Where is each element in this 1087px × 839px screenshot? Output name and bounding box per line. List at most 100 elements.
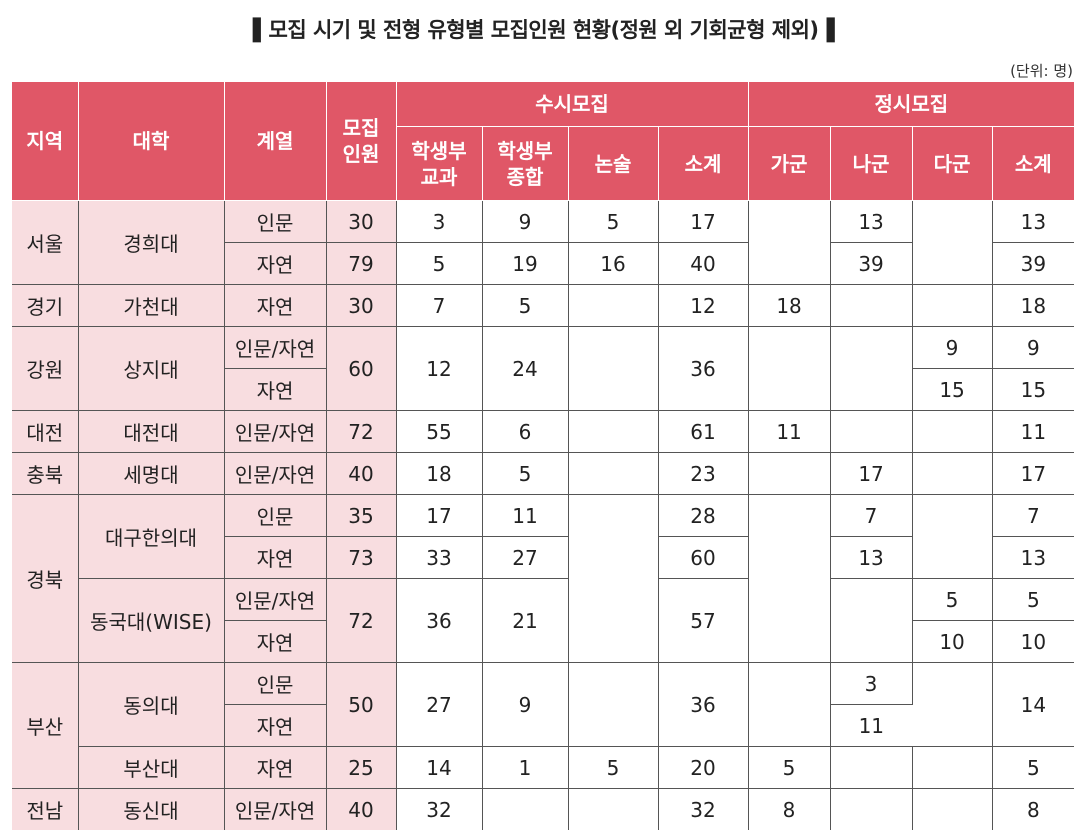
- value-cell: 3: [830, 662, 913, 705]
- value-cell: [568, 326, 659, 411]
- header-track: 계열: [224, 82, 327, 201]
- value-cell: 39: [992, 242, 1075, 285]
- value-cell: 5: [748, 746, 831, 789]
- value-cell: 9: [482, 662, 569, 747]
- table-row: 대전 대전대 인문/자연 72 55 6 61 11 11: [12, 410, 1075, 453]
- value-cell: 5: [396, 242, 483, 285]
- table-row: 자연 10 10: [12, 620, 1075, 663]
- value-cell: 9: [992, 326, 1075, 369]
- value-cell: [830, 746, 913, 789]
- value-cell: [912, 788, 993, 830]
- header-region: 지역: [12, 82, 79, 201]
- quota-cell: 30: [326, 284, 397, 327]
- header-susi-subtotal: 소계: [658, 126, 749, 201]
- value-cell: [568, 452, 659, 495]
- table-row: 자연 11: [12, 704, 1074, 747]
- value-cell: 14: [992, 662, 1075, 747]
- value-cell: 61: [658, 410, 749, 453]
- track-cell: 인문/자연: [224, 578, 327, 621]
- value-cell: 17: [396, 494, 483, 537]
- value-cell: 23: [658, 452, 749, 495]
- table-row: 자연 73 33 27 60 13 13: [12, 536, 1075, 579]
- value-cell: [568, 410, 659, 453]
- value-cell: 28: [658, 494, 749, 537]
- value-cell: 8: [1026, 797, 1040, 822]
- value-cell: 5: [992, 578, 1075, 621]
- track-cell: 자연: [224, 704, 327, 747]
- track-cell: 자연: [224, 368, 327, 411]
- track-cell: 자연: [224, 620, 327, 663]
- track-cell: 인문/자연: [224, 410, 327, 453]
- value-cell: [568, 788, 659, 830]
- value-cell: 5: [568, 746, 659, 789]
- unit-label: (단위: 명): [1010, 62, 1073, 80]
- value-cell: 13: [830, 200, 913, 243]
- quota-cell: 30: [326, 200, 397, 243]
- table-row: 자연 79 5 19 16 40 39 39: [12, 242, 1075, 285]
- value-cell: 10: [912, 620, 993, 663]
- region-cell: 대전: [12, 410, 79, 453]
- header-university: 대학: [78, 82, 225, 201]
- value-cell: 14: [396, 746, 483, 789]
- value-cell: [568, 662, 659, 747]
- value-cell: 5: [482, 284, 569, 327]
- value-cell: 7: [396, 284, 483, 327]
- table-row: 경기 가천대 자연 30 7 5 12 18 18: [12, 284, 1075, 327]
- table-row: 부산대 자연 25 14 1 5 20 5 5: [12, 746, 1075, 789]
- value-cell: 13: [830, 536, 913, 579]
- table-row: 경북 대구한의대 인문 35 17 11 28 7 7: [12, 494, 1075, 663]
- value-cell: 60: [658, 536, 749, 579]
- value-cell: [830, 326, 913, 411]
- value-cell: 33: [396, 536, 483, 579]
- value-cell: 5: [992, 746, 1075, 789]
- value-cell: 21: [482, 578, 569, 663]
- header-susi: 수시모집: [396, 82, 749, 127]
- track-cell: 자연: [224, 536, 327, 579]
- header-jeongsi-da: 다군: [912, 126, 993, 201]
- value-cell: [748, 452, 831, 495]
- value-cell: [830, 284, 913, 327]
- quota-cell: 73: [326, 536, 397, 579]
- value-cell: 20: [658, 746, 749, 789]
- region-cell: 부산: [12, 662, 79, 789]
- value-cell: 5: [568, 200, 659, 243]
- table-row: 부산 동의대 인문 50 27 9 36 3 14: [12, 662, 1075, 789]
- university-cell: 경희대: [78, 200, 225, 285]
- value-cell: [748, 662, 831, 747]
- header-susi-gyogwa: 학생부 교과: [396, 126, 483, 201]
- quota-cell: 79: [326, 242, 397, 285]
- university-cell: 대전대: [78, 410, 225, 453]
- value-cell: 55: [396, 410, 483, 453]
- quota-cell: 40: [326, 788, 397, 830]
- value-cell: 36: [658, 662, 749, 747]
- value-cell: 11: [992, 410, 1075, 453]
- header-quota: 모집 인원: [326, 82, 397, 201]
- region-cell: 경기: [12, 284, 79, 327]
- value-cell: [748, 200, 831, 285]
- university-cell: 동국대(WISE): [78, 578, 225, 663]
- region-cell: 강원: [12, 326, 79, 411]
- university-cell: 대구한의대: [78, 494, 225, 579]
- value-cell: 6: [482, 410, 569, 453]
- quota-cell: 72: [326, 410, 397, 453]
- region-cell: 충북: [12, 452, 79, 495]
- value-cell: 18: [992, 284, 1075, 327]
- value-cell: 17: [830, 452, 913, 495]
- track-cell: 인문/자연: [224, 788, 327, 830]
- value-cell: [912, 746, 993, 789]
- track-cell: 인문: [224, 494, 327, 537]
- quota-cell: 72: [326, 578, 397, 663]
- value-cell: [912, 200, 993, 285]
- region-cell: 경북: [12, 494, 79, 663]
- region-cell: 전남: [12, 788, 79, 830]
- value-cell: 27: [482, 536, 569, 579]
- track-cell: 자연: [224, 242, 327, 285]
- quota-cell: 35: [326, 494, 397, 537]
- value-cell: 11: [748, 410, 831, 453]
- university-cell: 상지대: [78, 326, 225, 411]
- value-cell: 7: [992, 494, 1075, 537]
- value-cell: [912, 494, 993, 579]
- track-cell: 자연: [224, 746, 327, 789]
- value-cell: 12: [396, 326, 483, 411]
- value-cell: 8: [748, 788, 831, 830]
